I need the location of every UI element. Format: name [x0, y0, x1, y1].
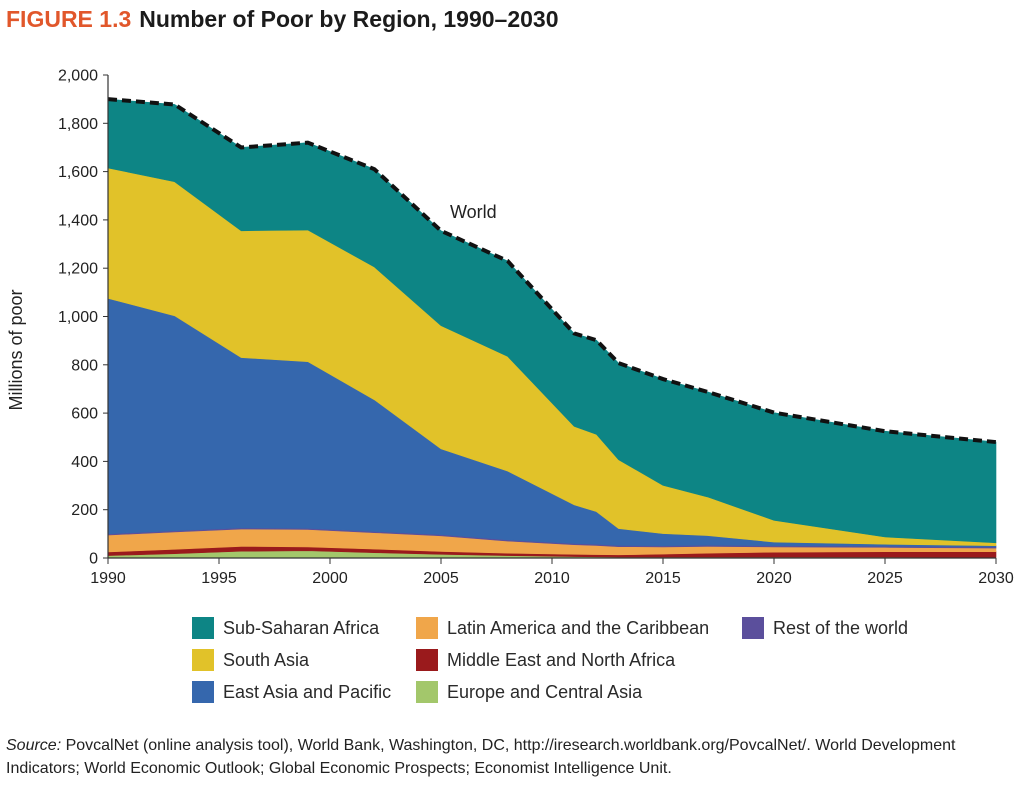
x-tick-label: 2030 — [978, 570, 1014, 587]
legend-swatch — [192, 681, 214, 703]
x-tick-label: 2015 — [645, 570, 681, 587]
area-sub-saharan-africa — [107, 98, 997, 544]
y-tick-label: 1,400 — [58, 212, 98, 229]
figure-title-text: Number of Poor by Region, 1990–2030 — [139, 6, 559, 32]
y-tick-label: 400 — [71, 454, 98, 471]
legend-swatch — [416, 681, 438, 703]
y-tick-label: 800 — [71, 357, 98, 374]
y-tick-label: 200 — [71, 502, 98, 519]
legend-item-middle-east: Middle East and North Africa — [416, 648, 675, 672]
legend-label: Europe and Central Asia — [447, 681, 643, 702]
legend-swatch — [742, 617, 764, 639]
legend-swatch — [192, 617, 214, 639]
source-text: PovcalNet (online analysis tool), World … — [6, 737, 956, 777]
x-tick-label: 1990 — [90, 570, 126, 587]
x-tick-label: 2020 — [756, 570, 792, 587]
legend-label: South Asia — [223, 649, 310, 670]
y-tick-label: 1,200 — [58, 261, 98, 278]
legend-label: Latin America and the Caribbean — [447, 617, 710, 638]
y-tick-label: 600 — [71, 406, 98, 423]
legend-item-latin-america: Latin America and the Caribbean — [416, 616, 709, 640]
legend-label: Sub-Saharan Africa — [223, 617, 380, 638]
legend-label: East Asia and Pacific — [223, 681, 392, 702]
x-tick-label: 2005 — [423, 570, 459, 587]
legend-item-east-asia-and-pacific: East Asia and Pacific — [192, 680, 391, 704]
y-tick-label: 0 — [89, 551, 98, 568]
world-annotation: World — [450, 202, 497, 222]
area-layer — [107, 98, 997, 559]
world-line-layer — [107, 97, 997, 445]
axes: 0 200 400 600 800 1,000 1,200 1,400 1,600 1,800 2,… — [58, 68, 1014, 588]
y-tick-label: 1,600 — [58, 164, 98, 181]
legend-swatch — [192, 649, 214, 671]
legend-item-sub-saharan-africa: Sub-Saharan Africa — [192, 616, 379, 640]
x-tick-label: 2000 — [312, 570, 348, 587]
x-tick-label: 2025 — [867, 570, 903, 587]
x-tick-label: 1995 — [201, 570, 237, 587]
legend-label: Middle East and North Africa — [447, 649, 676, 670]
legend-item-rest-of-world: Rest of the world — [742, 616, 908, 640]
legend-label: Rest of the world — [773, 617, 909, 638]
y-axis-label: Millions of poor — [6, 289, 26, 410]
source-note: Source: PovcalNet (online analysis tool)… — [6, 734, 1018, 780]
legend-item-europe-central-asia: Europe and Central Asia — [416, 680, 642, 704]
legend-item-south-asia: South Asia — [192, 648, 309, 672]
figure-title: FIGURE 1.3 Number of Poor by Region, 1990… — [6, 6, 559, 33]
figure-label: FIGURE 1.3 — [6, 6, 132, 32]
y-tick-label: 1,800 — [58, 116, 98, 133]
legend-swatch — [416, 649, 438, 671]
x-tick-label: 2010 — [534, 570, 570, 587]
y-tick-label: 1,000 — [58, 309, 98, 326]
source-label: Source: — [6, 737, 62, 754]
stacked-area-chart: 0 200 400 600 800 1,000 1,200 1,400 1,600 1,800 2,… — [6, 68, 1014, 588]
legend: Sub-Saharan Africa South Asia East Asia … — [192, 616, 952, 712]
y-tick-label: 2,000 — [58, 68, 98, 85]
legend-swatch — [416, 617, 438, 639]
world-total-line — [107, 97, 997, 445]
